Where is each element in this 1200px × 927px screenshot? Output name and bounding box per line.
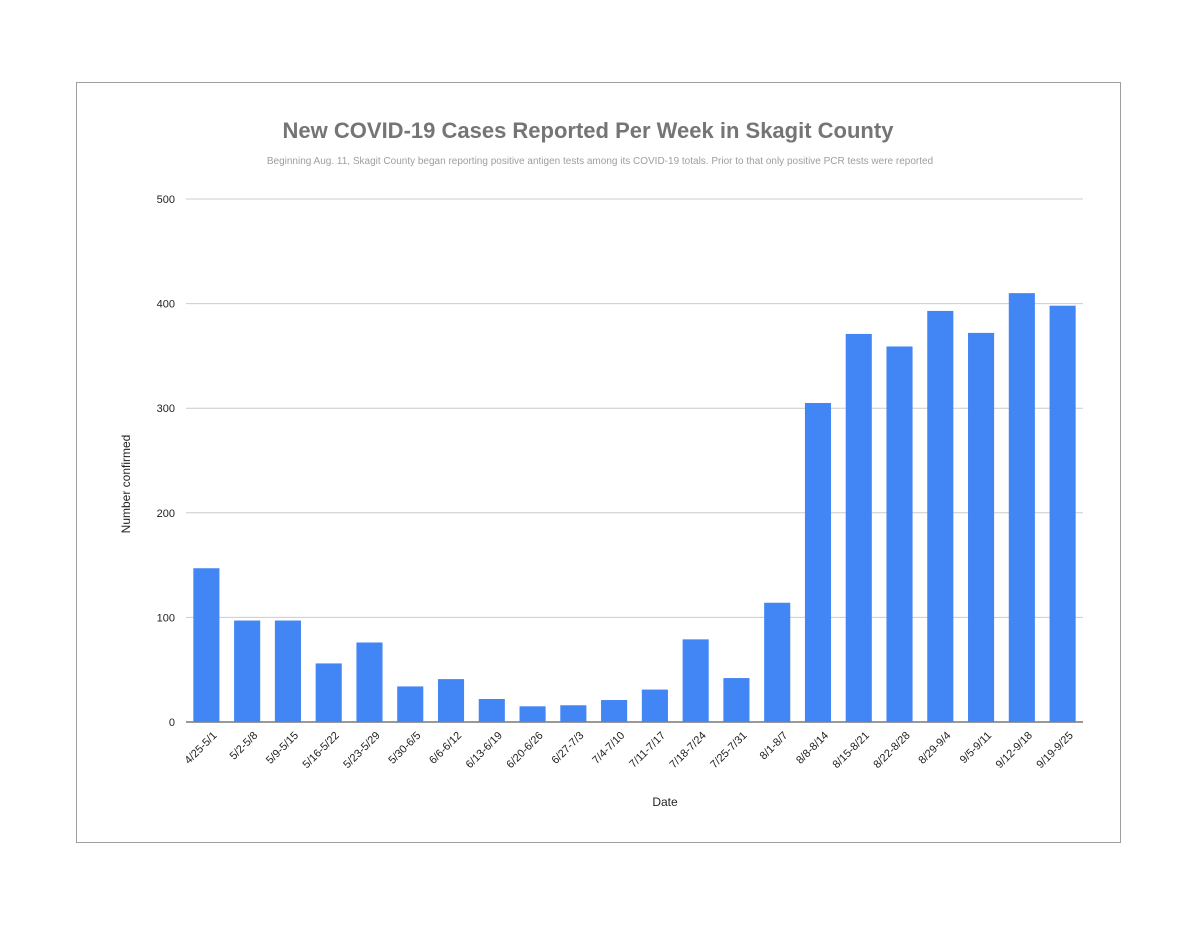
x-tick-label: 9/5-9/11 — [958, 730, 994, 766]
bar-5/2-5/8 — [234, 620, 261, 722]
x-tick-label: 6/20-6/26 — [504, 730, 545, 771]
bar-7/25-7/31 — [723, 678, 750, 722]
x-tick-label: 7/11-7/17 — [627, 730, 668, 771]
x-tick-label: 7/18-7/24 — [667, 730, 708, 771]
y-tick-label: 500 — [157, 194, 175, 206]
bar-9/5-9/11 — [968, 332, 995, 722]
x-tick-label: 8/15-8/21 — [831, 730, 872, 771]
bar-5/16-5/22 — [315, 663, 342, 722]
x-tick-label: 4/25-5/1 — [183, 730, 220, 767]
bars — [193, 293, 1076, 722]
bar-7/18-7/24 — [682, 639, 709, 722]
bar-6/13-6/19 — [478, 698, 505, 722]
x-tick-label: 6/13-6/19 — [464, 730, 505, 771]
bar-8/15-8/21 — [845, 333, 872, 722]
x-tick-label: 5/9-5/15 — [264, 730, 301, 767]
x-tick-label: 6/6-6/12 — [427, 730, 464, 767]
bar-9/19-9/25 — [1049, 305, 1076, 722]
x-tick-label: 6/27-7/3 — [549, 730, 586, 767]
x-tick-label: 8/1-8/7 — [758, 730, 791, 763]
x-tick-label: 9/12-9/18 — [994, 730, 1035, 771]
bar-4/25-5/1 — [193, 568, 220, 722]
x-tick-label: 8/29-9/4 — [916, 730, 953, 767]
x-tick-label: 8/22-8/28 — [871, 730, 912, 771]
y-axis-label: Number confirmed — [119, 435, 133, 534]
bar-7/11-7/17 — [641, 689, 668, 722]
bar-9/12-9/18 — [1008, 293, 1035, 722]
y-tick-label: 400 — [157, 299, 175, 311]
x-tick-label: 7/25-7/31 — [708, 730, 749, 771]
bar-7/4-7/10 — [601, 700, 628, 722]
x-tick-label: 5/23-5/29 — [341, 730, 382, 771]
y-tick-label: 300 — [157, 403, 175, 415]
bar-5/23-5/29 — [356, 642, 383, 722]
y-tick-label: 0 — [169, 717, 175, 729]
chart-title: New COVID-19 Cases Reported Per Week in … — [283, 118, 895, 143]
x-axis-ticks: 4/25-5/1 5/2-5/8 5/9-5/15 5/16-5/22 5/23-5/2… — [183, 730, 1076, 771]
y-tick-label: 100 — [157, 612, 175, 624]
bar-6/6-6/12 — [437, 679, 465, 722]
x-tick-label: 5/2-5/8 — [228, 730, 261, 763]
bar-5/30-6/5 — [397, 686, 424, 722]
x-tick-label: 7/4-7/10 — [590, 730, 627, 767]
chart-subtitle: Beginning Aug. 11, Skagit County began r… — [267, 156, 933, 167]
x-tick-label: 9/19-9/25 — [1034, 730, 1075, 771]
x-axis-label: Date — [652, 795, 678, 809]
bar-8/29-9/4 — [927, 310, 954, 722]
bar-6/27-7/3 — [560, 705, 587, 722]
bar-8/22-8/28 — [886, 346, 913, 722]
bar-5/9-5/15 — [274, 620, 301, 722]
y-axis-ticks: 0 100 200 300 400 500 — [157, 194, 175, 729]
bar-8/8-8/14 — [804, 402, 832, 722]
x-tick-label: 5/30-6/5 — [386, 730, 423, 767]
x-tick-label: 5/16-5/22 — [301, 730, 342, 771]
x-tick-label: 8/8-8/14 — [794, 730, 831, 767]
bar-6/20-6/26 — [519, 706, 546, 722]
y-tick-label: 200 — [157, 508, 175, 520]
bar-8/1-8/7 — [764, 602, 791, 722]
